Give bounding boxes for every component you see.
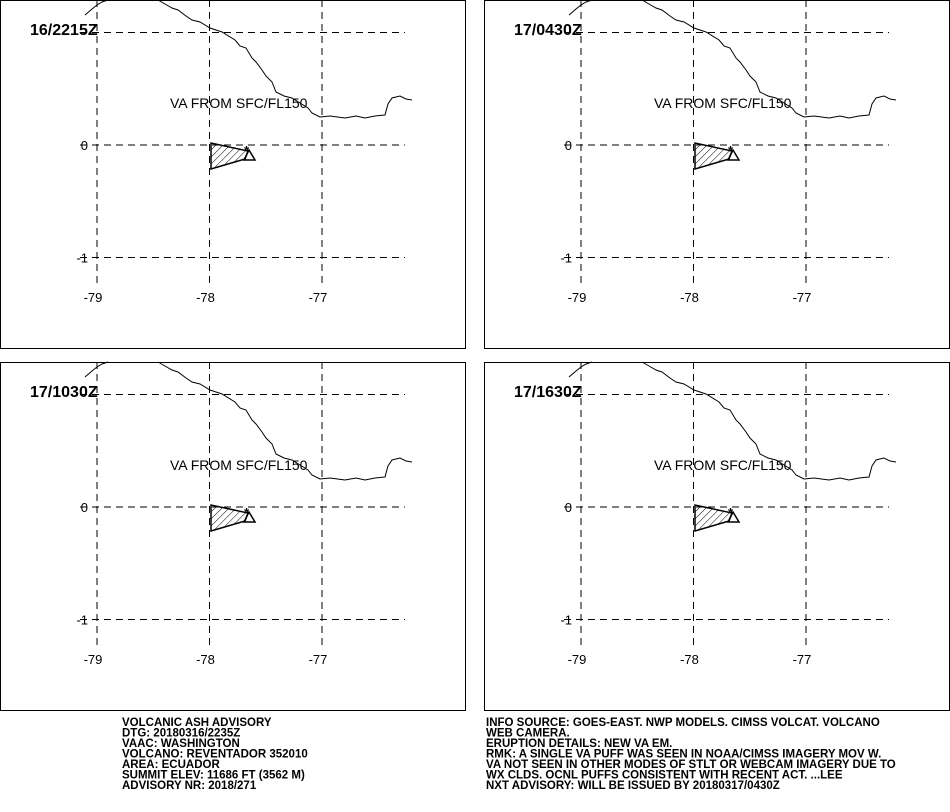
advisory-line: ERUPTION DETAILS: NEW VA EM. <box>486 738 672 750</box>
lat-label: -1 <box>76 613 88 628</box>
lon-label: -79 <box>84 290 103 305</box>
lon-label: -77 <box>793 652 812 667</box>
advisory-line: VOLCANO: REVENTADOR 352010 <box>122 749 308 761</box>
valid-time: 17/1030Z <box>30 384 98 401</box>
ash-cloud <box>210 504 256 532</box>
map-panel: 0 -1 -79 -78 -77 17/0430Z VA FROM SFC/FL150 <box>484 0 950 349</box>
advisory-line: INFO SOURCE: GOES-EAST. NWP MODELS. CIMS… <box>486 717 880 729</box>
lon-label: -78 <box>196 290 215 305</box>
lon-label: -77 <box>309 290 328 305</box>
advisory-line: DTG: 20180316/2235Z <box>122 728 240 740</box>
lon-label: -79 <box>568 652 587 667</box>
advisory-right: INFO SOURCE: GOES-EAST. NWP MODELS. CIMS… <box>486 717 896 792</box>
panel-border <box>484 362 950 711</box>
advisory-line: AREA: ECUADOR <box>122 759 220 771</box>
lon-label: -77 <box>793 290 812 305</box>
lat-label: -1 <box>560 251 572 266</box>
ash-layer: VA FROM SFC/FL150 <box>170 95 308 111</box>
advisory-line: ADVISORY NR: 2018/271 <box>122 780 257 792</box>
ash-cloud <box>694 142 740 170</box>
valid-time: 16/2215Z <box>30 22 98 39</box>
map-panel: 0 -1 -79 -78 -77 17/1630Z VA FROM SFC/FL150 <box>484 361 950 711</box>
lat-label: 0 <box>81 500 88 515</box>
ash-cloud <box>694 504 740 532</box>
lon-label: -79 <box>568 290 587 305</box>
lon-label: -77 <box>309 652 328 667</box>
lat-label: -1 <box>560 613 572 628</box>
lon-label: -78 <box>196 652 215 667</box>
lon-label: -79 <box>84 652 103 667</box>
advisory-line: WX CLDS. OCNL PUFFS CONSISTENT WITH RECE… <box>486 770 843 782</box>
map-panel: 0 -1 -79 -78 -77 17/1030Z VA FROM SFC/FL150 <box>0 361 466 711</box>
advisory-line: VA NOT SEEN IN OTHER MODES OF STLT OR WE… <box>486 759 896 771</box>
advisory-line: WEB CAMERA. <box>486 728 570 740</box>
valid-time: 17/0430Z <box>514 22 582 39</box>
panel-border <box>0 0 466 349</box>
lat-label: 0 <box>565 138 572 153</box>
ash-cloud <box>210 142 256 170</box>
ash-layer: VA FROM SFC/FL150 <box>170 457 308 473</box>
advisory-line: VAAC: WASHINGTON <box>122 738 240 750</box>
advisory-line: VOLCANIC ASH ADVISORY <box>122 717 272 729</box>
lat-label: 0 <box>565 500 572 515</box>
ash-layer: VA FROM SFC/FL150 <box>654 95 792 111</box>
advisory-line: RMK: A SINGLE VA PUFF WAS SEEN IN NOAA/C… <box>486 749 881 761</box>
lon-label: -78 <box>680 652 699 667</box>
panel-border <box>484 0 950 349</box>
map-panel: 0 -1 -79 -78 -77 16/2215Z VA FROM SFC/FL150 <box>0 0 466 349</box>
lat-label: -1 <box>76 251 88 266</box>
panel-border <box>0 362 466 711</box>
valid-time: 17/1630Z <box>514 384 582 401</box>
ash-layer: VA FROM SFC/FL150 <box>654 457 792 473</box>
advisory-line: NXT ADVISORY: WILL BE ISSUED BY 20180317… <box>486 780 780 792</box>
advisory-line: SUMMIT ELEV: 11686 FT (3562 M) <box>122 770 305 782</box>
lat-label: 0 <box>81 138 88 153</box>
lon-label: -78 <box>680 290 699 305</box>
advisory-left: VOLCANIC ASH ADVISORY DTG: 20180316/2235Z… <box>122 717 308 792</box>
